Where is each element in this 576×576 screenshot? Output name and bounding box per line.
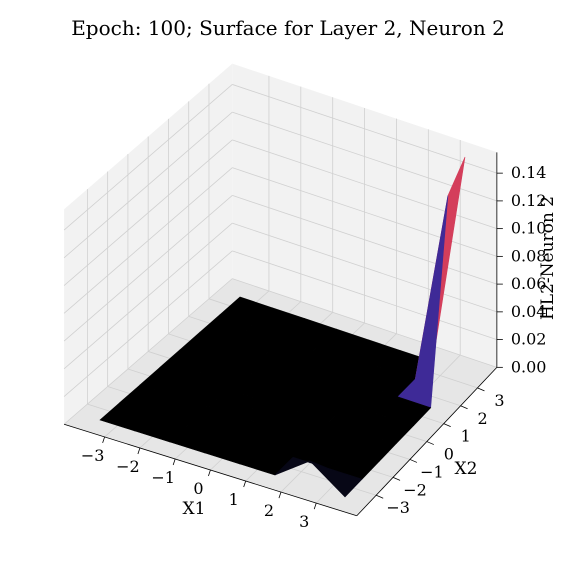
x-tick-mark	[102, 436, 106, 444]
z-tick-label: 0.14	[511, 163, 547, 182]
surface-facet	[309, 460, 363, 498]
x-tick-label: 3	[299, 512, 309, 531]
x-tick-label: 2	[264, 501, 274, 520]
y-tick-label: 1	[461, 427, 471, 446]
y-tick-label: −1	[420, 462, 444, 481]
x-tick-label: −2	[116, 457, 140, 476]
y-tick-mark	[376, 494, 384, 499]
x-tick-mark	[137, 447, 141, 455]
x-tick-label: 0	[193, 479, 203, 498]
y-tick-mark	[426, 441, 434, 445]
x-tick-label: −3	[81, 446, 105, 465]
axis-panes	[64, 63, 497, 516]
chart-title: Epoch: 100; Surface for Layer 2, Neuron …	[71, 16, 505, 40]
x-tick-label: −1	[151, 468, 175, 487]
z-axis-label: HL2-Neuron 2	[538, 196, 558, 320]
x-tick-label: 1	[229, 490, 239, 509]
x-tick-mark	[243, 480, 247, 488]
tick-labels: −3−3−2−2−1 −1001122330.000.020.040.060.08…	[81, 163, 547, 531]
grid-line-z-back	[232, 250, 497, 340]
grid-line-z-left	[63, 222, 233, 370]
y-tick-mark	[460, 405, 468, 410]
y-tick-mark	[392, 476, 401, 481]
z-tick-label: 0.00	[511, 357, 547, 376]
z-tick-label: 0.08	[511, 246, 547, 265]
grid-line-z-back	[232, 278, 497, 368]
grid-line-z-left	[63, 139, 233, 286]
z-tick-label: 0.06	[511, 274, 547, 293]
x-tick-mark	[313, 502, 317, 510]
grid-line-z-left	[63, 167, 233, 314]
y-tick-label: 0	[444, 445, 454, 464]
y-axis-line	[356, 367, 498, 517]
grid-line-z-left	[63, 111, 233, 259]
grid-line-z-left	[63, 278, 233, 425]
y-tick-label: 3	[494, 391, 504, 410]
grid-line-z-left	[63, 195, 233, 342]
z-tick-label: 0.02	[511, 330, 547, 349]
y-tick-mark	[477, 387, 485, 392]
z-tick-label: 0.04	[511, 302, 547, 321]
grid-line-z-back	[232, 84, 497, 174]
z-tick-label: 0.10	[511, 219, 547, 238]
axis-lines	[63, 152, 503, 517]
y-tick-label: −2	[403, 480, 427, 499]
grid-line-z-left	[63, 250, 233, 397]
x-tick-mark	[172, 458, 176, 466]
y-tick-mark	[409, 459, 418, 463]
grid-line-z-back	[232, 195, 497, 285]
grid-line-z-left	[63, 84, 233, 231]
y-tick-mark	[443, 423, 451, 428]
x-tick-mark	[208, 469, 211, 477]
y-tick-label: −3	[386, 498, 410, 517]
y-tick-label: 2	[477, 409, 487, 428]
z-tick-label: 0.12	[511, 191, 547, 210]
x-axis-label: X1	[183, 499, 206, 519]
y-axis-label: X2	[455, 459, 478, 479]
grid-line-z-back	[232, 222, 497, 313]
x-tick-mark	[278, 491, 282, 499]
grid-line-z-back	[232, 167, 497, 257]
surface-plot	[99, 156, 466, 498]
